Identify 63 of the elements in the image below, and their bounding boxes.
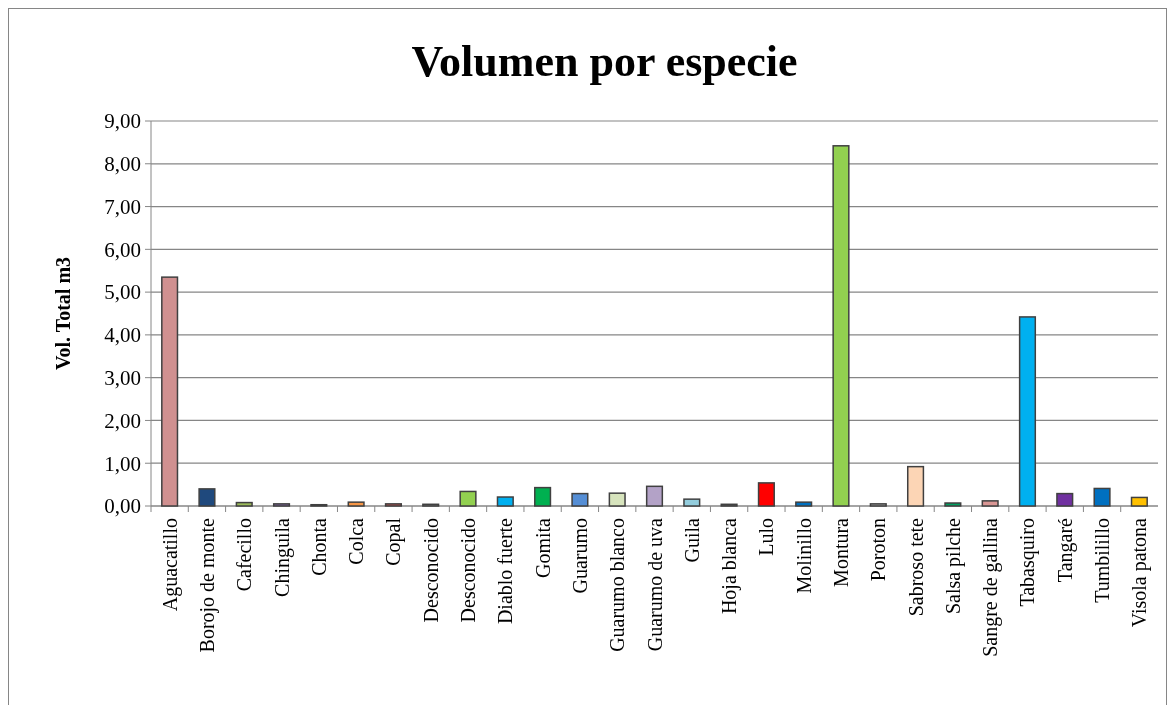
x-tick-label: Sabroso tete xyxy=(904,517,927,617)
y-tick-label: 1,00 xyxy=(104,451,141,476)
bar xyxy=(832,145,850,507)
x-tick-label: Chonta xyxy=(307,517,330,576)
x-tick-label: Tabasquiro xyxy=(1016,518,1040,607)
y-tick-label: 4,00 xyxy=(104,323,141,348)
x-tick-label: Salsa pilche xyxy=(941,517,965,615)
bar xyxy=(906,465,925,507)
x-tick-label: Guarumo de uva xyxy=(643,517,666,652)
y-axis-title: Vol. Total m3 xyxy=(52,256,74,371)
x-tick-label: Guarumo xyxy=(568,518,591,594)
bar xyxy=(608,492,626,507)
x-tick-label: Borojo de monte xyxy=(195,517,219,653)
y-tick-label: 3,00 xyxy=(104,366,141,391)
x-tick-label: Copal xyxy=(382,517,406,566)
bar xyxy=(161,276,179,507)
bar xyxy=(272,503,291,507)
bar xyxy=(534,486,552,507)
bar xyxy=(347,501,365,507)
bar xyxy=(459,490,477,507)
x-tick-label: Montura xyxy=(829,517,852,587)
x-tick-label: Diablo fuerte xyxy=(494,517,517,625)
y-tick-label: 0,00 xyxy=(104,494,141,519)
y-tick-label: 5,00 xyxy=(104,280,141,305)
bar xyxy=(198,488,216,507)
bar xyxy=(795,501,813,507)
bar xyxy=(683,498,701,507)
x-tick-label: Sangre de gallina xyxy=(979,517,1003,657)
bar xyxy=(1130,496,1148,507)
x-tick-label: Guarumo blanco xyxy=(606,518,629,652)
x-tick-label: Desconocido xyxy=(419,518,442,623)
x-tick-label: Visola patona xyxy=(1128,517,1152,628)
x-tick-label: Tangaré xyxy=(1053,517,1077,583)
x-tick-label: Aguacatillo xyxy=(158,518,182,612)
x-tick-label: Gomita xyxy=(531,517,554,578)
x-tick-label: Tumbilillo xyxy=(1091,518,1114,603)
bar xyxy=(981,500,999,507)
x-tick-label: Guila xyxy=(680,517,703,563)
bar xyxy=(869,503,887,507)
bar xyxy=(571,492,589,507)
y-tick-label: 9,00 xyxy=(104,109,141,134)
x-tick-label: Cafecillo xyxy=(233,518,256,592)
y-tick-label: 2,00 xyxy=(104,408,141,433)
bar xyxy=(496,496,514,507)
y-tick-label: 6,00 xyxy=(104,237,141,262)
x-tick-label: Hoja blanca xyxy=(718,517,742,615)
x-tick-label: Desconocido xyxy=(457,518,480,623)
bar xyxy=(1093,487,1111,507)
bar xyxy=(645,485,664,507)
x-tick-label: Lulo xyxy=(755,518,778,556)
bar xyxy=(944,502,962,507)
y-tick-label: 7,00 xyxy=(104,194,141,219)
x-tick-label: Molinillo xyxy=(792,518,815,594)
x-tick-label: Colca xyxy=(345,517,368,565)
bar xyxy=(757,482,775,507)
x-tick-label: Chinguila xyxy=(270,517,294,597)
bar xyxy=(1056,492,1074,507)
bar xyxy=(384,503,403,507)
y-tick-label: 8,00 xyxy=(104,152,141,177)
chart-title: Volumen por especie xyxy=(411,37,798,86)
x-tick-label: Poroton xyxy=(867,518,890,582)
bar xyxy=(1018,316,1037,507)
bar xyxy=(235,501,253,507)
